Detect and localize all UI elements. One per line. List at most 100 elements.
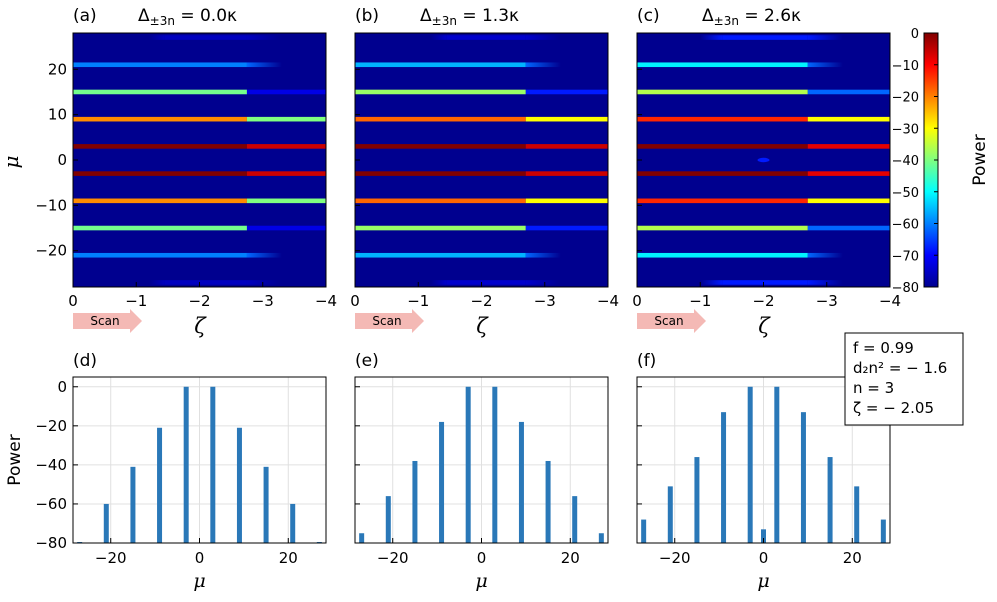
colorbar-tick-label: −80 (892, 281, 919, 296)
colorbar-tick-label: −40 (892, 154, 919, 169)
spectral-band-left (355, 198, 526, 204)
spectral-band-left (73, 116, 247, 122)
spectral-band-right (807, 116, 890, 122)
bar (103, 503, 109, 543)
x-tick-label: −2 (752, 292, 774, 310)
spectral-band-right (807, 198, 890, 204)
panel-title: Δ±3n = 1.3κ (420, 6, 519, 28)
parameter-box-frame (844, 332, 964, 426)
spectral-band-right-fade (246, 280, 282, 285)
parameter-box: f = 0.99 d₂n² = − 1.6 n = 3 ζ = − 2.05 (844, 332, 964, 426)
x-ticks: 0 −1 −2 −3 −4 (68, 282, 337, 310)
x-tick-label: −4 (879, 292, 901, 310)
parameter-f: f = 0.99 (853, 339, 914, 357)
spectral-band-right (246, 89, 326, 95)
spectral-band-left (355, 116, 526, 122)
x-tick-label: −20 (377, 549, 409, 567)
scan-arrow-label: Scan (654, 314, 683, 328)
scan-arrow-shape (355, 309, 424, 333)
x-tick-label: −20 (659, 549, 691, 567)
grid (73, 377, 326, 543)
panel-label: (b) (355, 6, 379, 26)
bar (412, 460, 418, 543)
x-tick-label: −3 (816, 292, 838, 310)
y-tick-label: 0 (57, 151, 67, 169)
bar (210, 386, 216, 543)
scan-arrow-shape (73, 309, 142, 333)
spectral-band-left (73, 225, 247, 231)
y-ticks: 0 −20 −40 −60 −80 (35, 378, 78, 552)
spectral-band-left (73, 89, 247, 95)
y-tick-label: −40 (35, 456, 67, 474)
x-ticks: −20 0 20 (95, 538, 298, 567)
bar (800, 412, 806, 543)
x-axis-label-mu: μ (193, 570, 205, 592)
spectral-band-left (637, 252, 808, 258)
y-tick-label: 20 (48, 60, 67, 78)
spectral-band-right-fade (525, 62, 561, 68)
bar (492, 386, 498, 543)
bar (598, 533, 604, 543)
x-tick-label: 0 (759, 549, 769, 567)
y-ticks: −20 −10 0 10 20 (35, 60, 78, 260)
x-tick-label: −1 (125, 292, 147, 310)
x-axis-label-mu: μ (757, 570, 769, 592)
spectral-band-left (637, 171, 808, 176)
parameter-d2n2: d₂n² = − 1.6 (853, 359, 947, 377)
spectral-band-right (525, 171, 608, 176)
spectral-band-right-fade (246, 35, 282, 40)
spectral-band-right (807, 225, 890, 231)
spectral-band-fade (700, 35, 723, 40)
spectral-band-right-fade (807, 252, 843, 258)
spectral-band-left (73, 171, 247, 176)
spectral-band-left (73, 198, 247, 204)
spectral-band-left (73, 144, 247, 149)
y-ticks (637, 386, 642, 544)
x-ticks: −20 0 20 (659, 538, 862, 567)
bar (518, 421, 524, 543)
panel-label: (c) (637, 6, 660, 26)
scan-arrow: Scan (637, 309, 706, 333)
scan-arrow-label: Scan (90, 314, 119, 328)
bar-panel-f: −20 0 20 (f) μ (636, 351, 891, 592)
colorbar-tick-label: −30 (892, 122, 919, 137)
heatmap-background (73, 33, 326, 287)
spectral-band-left (637, 116, 808, 122)
bar (774, 386, 780, 543)
bars (641, 386, 886, 543)
y-tick-label: 0 (57, 378, 67, 396)
bar (747, 386, 753, 543)
parameter-zeta: ζ = − 2.05 (853, 399, 934, 417)
bar (545, 460, 551, 543)
spectral-band-right (246, 225, 326, 231)
heatmap-y-axis-label: μ (0, 156, 23, 169)
spectral-band-left (722, 35, 808, 40)
bar (854, 486, 860, 543)
y-tick-label: −80 (35, 534, 67, 552)
spectral-band-left (164, 280, 247, 285)
spectral-band-fade (430, 280, 447, 285)
x-tick-label: 0 (477, 549, 487, 567)
bar (130, 466, 136, 543)
spectral-band-fade (148, 280, 165, 285)
x-tick-label: 0 (632, 292, 642, 310)
colorbar-tick-label: −10 (892, 59, 919, 74)
spectral-band-right (525, 144, 608, 149)
colorbar-ticks: 0 −10 −20 −30 −40 −50 −60 −70 −80 (892, 27, 938, 296)
x-tick-label: −2 (470, 292, 492, 310)
spectral-band-right (525, 198, 608, 204)
panel-label: (e) (355, 351, 379, 371)
colorbar-tick-label: −70 (892, 249, 919, 264)
spectral-band-right-fade (246, 62, 282, 68)
spectral-band-fade (430, 35, 447, 40)
spectral-band-right (246, 116, 326, 122)
bar (641, 519, 647, 543)
bar (465, 386, 471, 543)
y-ticks (637, 68, 642, 252)
x-tick-label: −1 (407, 292, 429, 310)
x-tick-label: −1 (689, 292, 711, 310)
y-tick-label: 10 (48, 106, 67, 124)
heatmap-panel-b: 0 −1 −2 −3 −4 (b) Δ±3n = 1.3κ (350, 6, 619, 310)
spectral-band-left (637, 198, 808, 204)
